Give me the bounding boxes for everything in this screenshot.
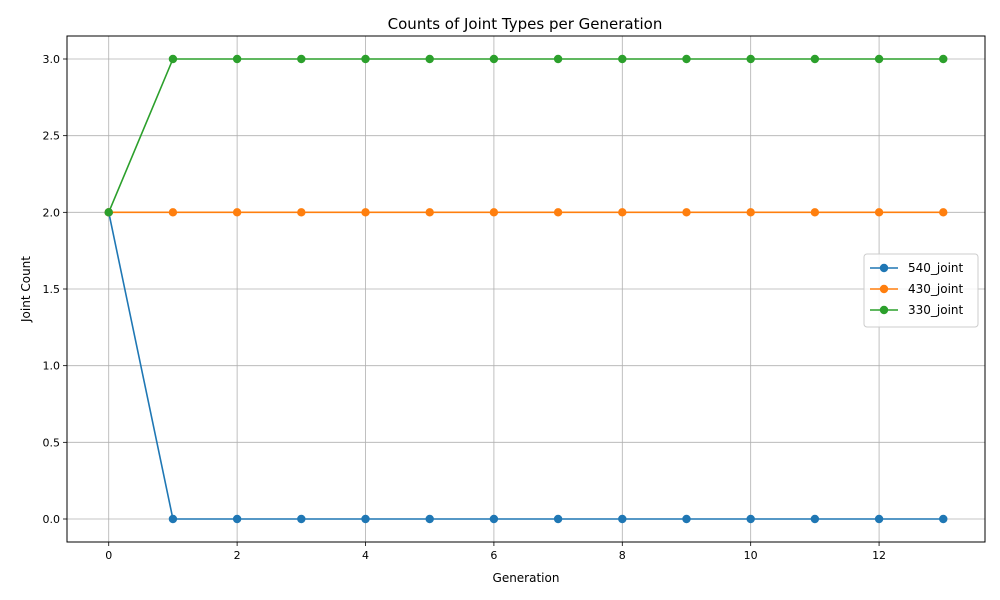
data-point [489, 208, 499, 217]
data-point [489, 514, 499, 524]
x-tick-label: 0 [105, 549, 112, 562]
data-point [104, 208, 113, 217]
x-axis-ticks: 0 2 4 6 8 10 12 [105, 542, 886, 562]
data-point [361, 208, 370, 217]
legend-item: 330_joint [870, 303, 964, 317]
data-point [553, 514, 563, 524]
x-tick-label: 6 [490, 549, 497, 562]
data-point [297, 514, 306, 524]
data-point [939, 208, 948, 217]
data-point [618, 54, 627, 64]
y-tick-label: 2.0 [43, 206, 61, 219]
data-point [232, 514, 242, 524]
x-axis-label: Generation [493, 571, 560, 585]
y-tick-label: 2.5 [43, 130, 61, 143]
x-tick-label: 8 [619, 549, 626, 562]
data-point [682, 54, 691, 64]
data-point [553, 208, 563, 217]
data-point [489, 54, 499, 64]
data-point [168, 54, 178, 64]
data-point [232, 208, 242, 217]
data-point [425, 208, 434, 217]
x-tick-label: 10 [744, 549, 758, 562]
y-axis-label: Joint Count [19, 256, 33, 323]
data-point [746, 514, 755, 524]
legend-item: 540_joint [870, 261, 964, 275]
data-point [168, 514, 178, 524]
data-point [874, 54, 884, 64]
series-line [107, 212, 944, 520]
data-point [939, 54, 948, 64]
legend-box [863, 253, 979, 328]
data-point [682, 208, 691, 217]
chart-title: Counts of Joint Types per Generation [388, 15, 663, 33]
y-tick-label: 1.0 [43, 360, 61, 373]
legend-item: 430_joint [870, 282, 964, 296]
legend-label: 330_joint [908, 303, 964, 317]
y-tick-label: 0.5 [43, 436, 61, 449]
legend: 540_joint 430_joint 330_joint [863, 253, 979, 328]
data-point [939, 514, 948, 524]
data-point [874, 514, 884, 524]
legend-marker [879, 263, 889, 273]
data-point [682, 514, 691, 524]
x-tick-label: 12 [872, 549, 886, 562]
data-point [297, 208, 306, 217]
data-point [810, 54, 820, 64]
data-point [425, 54, 434, 64]
data-point [810, 208, 820, 217]
y-axis-ticks: 0.0 0.5 1.0 1.5 2.0 2.5 3.0 [43, 53, 67, 526]
data-point [361, 54, 370, 64]
series-layer [104, 54, 948, 524]
legend-marker [879, 284, 889, 294]
series-330_joint [104, 54, 948, 217]
data-point [874, 208, 884, 217]
x-tick-label: 4 [362, 549, 369, 562]
legend-marker [879, 305, 889, 315]
y-tick-label: 3.0 [43, 53, 61, 66]
data-point [297, 54, 306, 64]
y-tick-label: 1.5 [43, 283, 61, 296]
series-430_joint [104, 208, 948, 217]
data-point [746, 54, 755, 64]
series-line [107, 58, 944, 213]
data-point [361, 514, 370, 524]
grid [67, 36, 985, 542]
x-tick-label: 2 [234, 549, 241, 562]
data-point [810, 514, 820, 524]
data-point [425, 514, 434, 524]
legend-label: 540_joint [908, 261, 964, 275]
data-point [553, 54, 563, 64]
data-point [232, 54, 242, 64]
data-point [618, 514, 627, 524]
data-point [746, 208, 755, 217]
legend-label: 430_joint [908, 282, 964, 296]
series-540_joint [104, 208, 948, 524]
data-point [618, 208, 627, 217]
data-point [168, 208, 178, 217]
y-tick-label: 0.0 [43, 513, 61, 526]
